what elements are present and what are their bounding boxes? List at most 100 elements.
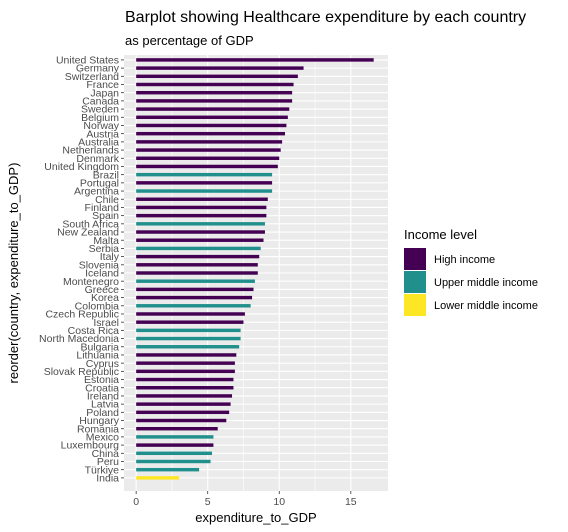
bar-japan (136, 90, 293, 95)
y-tick-label: France (86, 79, 119, 91)
bar-italy (136, 254, 260, 259)
bar-israel (136, 320, 244, 324)
y-tick-label: Japan (90, 87, 119, 99)
bar-hungary (136, 418, 227, 423)
y-tick-label: Türkiye (85, 464, 120, 476)
y-tick-label: Estonia (84, 374, 119, 386)
y-tick-label: Switzerland (65, 71, 119, 83)
bar-colombia (136, 304, 251, 308)
y-tick-label: Bulgaria (80, 341, 119, 353)
bar-belgium (136, 115, 288, 120)
bar-slovak-republic (136, 369, 235, 374)
y-tick-label: Korea (91, 292, 119, 304)
y-tick-label: United States (56, 55, 119, 67)
y-tick-label: Canada (82, 95, 119, 107)
y-tick-label: Ireland (87, 391, 119, 403)
bar-china (136, 451, 212, 456)
y-tick-label: Portugal (80, 177, 119, 189)
y-tick-label: Finland (85, 202, 120, 214)
bar-czech-republic (136, 312, 245, 316)
bar-t-rkiye (136, 467, 200, 472)
bar-brazil (136, 172, 273, 177)
bar-canada (136, 99, 293, 103)
bar-croatia (136, 386, 234, 390)
bar-bulgaria (136, 345, 240, 349)
y-tick-label: Serbia (89, 243, 120, 255)
bar-greece (136, 287, 254, 292)
legend-key-high-income (404, 248, 426, 270)
bar-korea (136, 295, 253, 300)
y-tick-label: Austria (86, 128, 119, 140)
bar-india (136, 476, 180, 480)
chart-title: Barplot showing Healthcare expenditure b… (125, 9, 526, 26)
y-tick-label: Chile (95, 194, 119, 206)
y-tick-label: Luxembourg (61, 440, 120, 452)
y-tick-label: Costa Rica (68, 325, 120, 337)
x-tick-label: 10 (273, 496, 285, 508)
x-axis-title: expenditure_to_GDP (195, 510, 316, 525)
y-tick-label: Germany (76, 63, 120, 75)
bar-argentina (136, 189, 273, 193)
legend-entries: High income Upper middle income Lower midd… (404, 248, 538, 316)
bar-luxembourg (136, 443, 214, 447)
bar-portugal (136, 181, 273, 185)
y-tick-label: Mexico (86, 432, 119, 444)
y-tick-label: Denmark (76, 153, 119, 165)
bar-switzerland (136, 74, 298, 79)
bar-austria (136, 131, 285, 136)
y-tick-label: Netherlands (62, 145, 119, 157)
y-tick-label: Latvia (91, 399, 119, 411)
bar-iceland (136, 271, 258, 275)
bar-peru (136, 459, 211, 464)
legend-label: Lower middle income (434, 300, 538, 312)
y-tick-label: Hungary (79, 415, 119, 427)
chart-subtitle: as percentage of GDP (125, 33, 254, 48)
y-tick-label: Brazil (93, 169, 119, 181)
bar-montenegro (136, 279, 255, 283)
bar-estonia (136, 377, 234, 382)
y-tick-label: Italy (100, 251, 120, 263)
x-axis-ticks: 0 5 10 15 (133, 491, 357, 508)
y-tick-label: Czech Republic (45, 309, 119, 321)
y-tick-label: India (96, 472, 119, 484)
y-tick-label: Spain (92, 210, 119, 222)
y-tick-label: North Macedonia (39, 333, 119, 345)
bar-costa-rica (136, 328, 241, 333)
bar-cyprus (136, 361, 235, 365)
y-tick-label: United Kingdom (44, 161, 119, 173)
bar-chile (136, 197, 268, 201)
bar-united-states (136, 58, 374, 62)
y-axis-ticks: United StatesGermanySwitzerlandFranceJap… (39, 55, 124, 484)
x-tick-label: 5 (205, 496, 211, 508)
bar-latvia (136, 402, 231, 406)
bar-new-zealand (136, 230, 265, 234)
legend-key-upper-middle-income (404, 271, 426, 293)
y-tick-label: Croatia (85, 382, 119, 394)
legend: Income level High income Upper middle inc… (404, 227, 538, 316)
y-tick-label: South Africa (62, 218, 119, 230)
y-tick-label: China (92, 448, 120, 460)
bar-romania (136, 426, 218, 431)
y-tick-label: Iceland (85, 268, 119, 280)
bar-north-macedonia (136, 336, 241, 341)
legend-title: Income level (404, 227, 477, 242)
y-tick-label: Colombia (75, 300, 120, 312)
bar-south-africa (136, 222, 265, 226)
y-tick-label: Slovenia (79, 259, 119, 271)
bars (136, 58, 374, 480)
bar-australia (136, 140, 283, 144)
y-tick-label: Belgium (81, 112, 119, 124)
y-tick-label: Poland (86, 407, 119, 419)
y-axis-title: reorder(country, expenditure_to_GDP) (6, 163, 21, 384)
y-tick-label: Lithuania (76, 350, 119, 362)
bar-lithuania (136, 353, 237, 357)
y-tick-label: New Zealand (57, 227, 119, 239)
x-tick-label: 15 (345, 496, 357, 508)
y-tick-label: Greece (85, 284, 120, 296)
y-tick-label: Australia (78, 136, 119, 148)
bar-ireland (136, 394, 233, 398)
y-tick-label: Slovak Republic (44, 366, 119, 378)
bar-netherlands (136, 148, 281, 152)
bar-finland (136, 205, 267, 210)
